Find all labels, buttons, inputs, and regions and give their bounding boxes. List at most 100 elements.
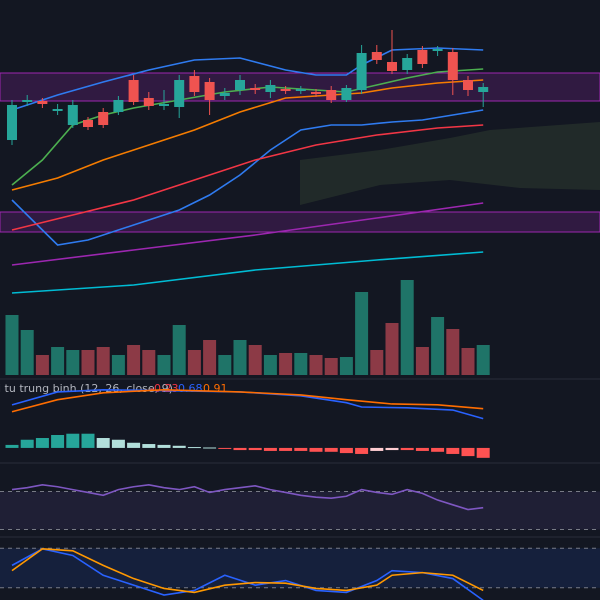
candle-body [326,90,337,100]
candle-body [174,80,185,107]
candle-body [280,89,291,91]
volume-bar [263,355,277,375]
volume-bar [20,330,34,375]
line [11,548,484,600]
line [11,79,484,191]
line [11,251,484,294]
histogram-bar [279,447,293,451]
histogram-bar [476,447,490,458]
volume-bar [385,323,399,375]
candle-body [113,100,124,112]
candle-body [387,62,397,71]
volume-bar [111,355,125,375]
volume-bar [279,353,293,375]
volume-bar [248,345,262,375]
line [11,484,484,511]
histogram-bar [431,447,445,452]
histogram-bar [203,447,217,449]
volume-bar [355,292,369,375]
histogram-bar [218,447,232,449]
candle-body [265,85,276,92]
volume-bar [294,353,308,375]
histogram-bar [96,438,110,448]
histogram-bar [263,447,277,451]
volume-bar [5,315,19,375]
macd-title: i tu trung binh (12, 26, close, 9) [0,382,173,395]
volume-bar [233,340,247,375]
histogram-bar [157,444,171,448]
candle-body [83,120,93,127]
candle-body [478,87,489,92]
histogram-bar [172,445,186,448]
histogram-bar [233,447,247,451]
histogram-bar [248,447,262,451]
volume-bar [96,347,110,375]
volume-bar [431,317,445,375]
candle-body [371,52,382,60]
macd-value: 0.68 [178,382,203,395]
histogram-bar [127,442,141,448]
candle-body [295,89,306,91]
volume-bar [187,350,201,375]
volume-bar [446,329,460,375]
histogram-bar [461,447,475,457]
histogram-bar [294,447,308,451]
line [11,124,484,231]
volume-bar [309,355,323,375]
volume-bar [51,347,65,375]
histogram-bar [324,447,338,452]
candle-body [159,104,169,106]
histogram-bar [355,447,369,454]
volume-bar [81,350,95,375]
candle-body [341,88,352,100]
candle-body [98,112,109,125]
band [0,491,600,530]
volume-bar [461,348,475,375]
histogram-bar [5,444,19,448]
candle-body [128,80,139,102]
histogram-bar [415,447,429,451]
candle-body [356,53,367,90]
histogram-bar [111,439,125,448]
volume-bar [157,355,171,375]
histogram-bar [142,444,156,448]
histogram-bar [309,447,323,452]
candle-body [67,105,78,125]
histogram-bar [385,447,399,451]
volume-bar [476,345,490,375]
candle-body [463,80,473,90]
volume-bar [35,355,49,375]
histogram-bar [35,438,49,448]
histogram-bar [66,433,80,448]
macd-value: -0.23 [150,382,178,395]
candle-body [37,101,48,104]
volume-bar [218,355,232,375]
macd-value: 0.91 [203,382,228,395]
line [11,109,484,246]
volume-bar [142,350,156,375]
line [11,202,484,266]
cloud [300,122,600,205]
candle-body [219,93,230,96]
candle-body [7,105,17,140]
candle-body [311,92,321,94]
volume-bar [172,325,186,375]
line [11,388,484,413]
candle-body [189,76,200,92]
line [11,68,484,186]
histogram-bar [446,447,460,454]
band [0,548,600,588]
candle-body [52,109,63,111]
volume-bar [127,345,141,375]
histogram-bar [339,447,353,454]
volume-bar [66,350,80,375]
candle-body [432,49,443,51]
volume-bar [339,357,353,375]
line [11,388,484,420]
line [11,548,484,594]
candle-body [235,80,245,90]
histogram-bar [20,439,34,448]
histogram-bar [187,447,201,449]
candle-body [417,50,428,64]
